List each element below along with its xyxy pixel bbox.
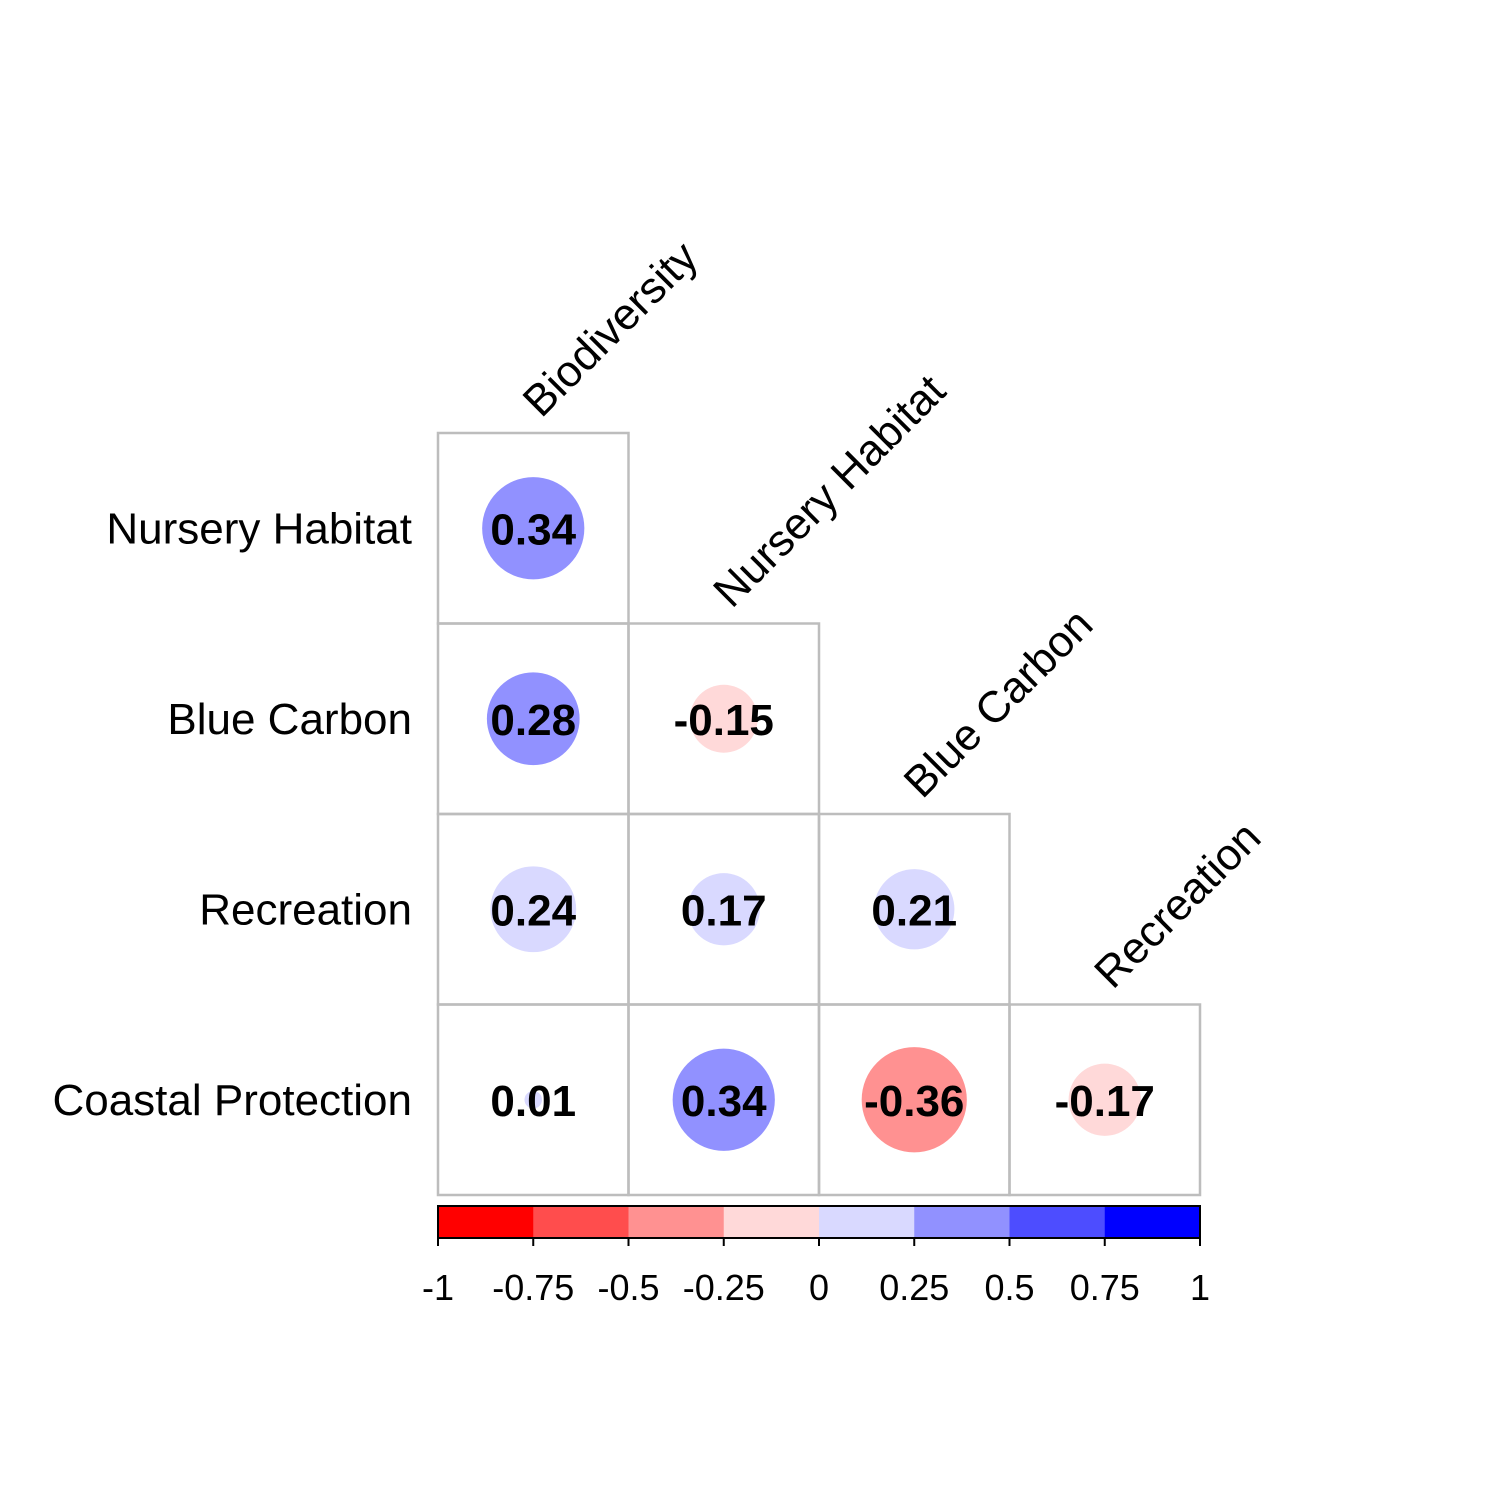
column-label: Blue Carbon <box>895 599 1103 807</box>
correlation-circle <box>524 1090 543 1109</box>
colorbar-tick-label: 0.75 <box>1070 1267 1140 1308</box>
colorbar-bin <box>819 1206 915 1238</box>
correlation-circle <box>861 1047 967 1153</box>
column-label: Recreation <box>1085 812 1270 997</box>
colorbar-tick-label: -0.25 <box>683 1267 765 1308</box>
row-label: Nursery Habitat <box>106 504 412 553</box>
column-label: Nursery Habitat <box>704 366 955 617</box>
cell-value-label: 0.01 <box>490 1077 576 1126</box>
colorbar-bin <box>533 1206 629 1238</box>
cell-value-label: 0.34 <box>681 1077 767 1126</box>
row-label: Coastal Protection <box>52 1076 412 1125</box>
cell-value-label: -0.15 <box>674 696 774 745</box>
row-labels: Nursery Habitat Blue Carbon Recreation Coas… <box>52 504 412 1125</box>
cells-layer: 0.34 0.28 -0.15 0.24 0.17 0.21 0.01 0.34 -0.36 -0… <box>436 431 1202 1197</box>
cell-value-label: -0.17 <box>1055 1077 1155 1126</box>
colorbar: -1 -0.75 -0.5 -0.25 0 0.25 0.5 0.75 1 <box>422 1205 1210 1308</box>
correlation-circle <box>672 1048 775 1151</box>
colorbar-bin <box>723 1206 820 1238</box>
colorbar-tick-label: 0.5 <box>984 1267 1034 1308</box>
column-label: Biodiversity <box>514 232 708 426</box>
correlation-circle <box>490 866 577 953</box>
colorbar-bin <box>1009 1206 1106 1238</box>
correlation-circle <box>1068 1063 1141 1136</box>
row-label: Blue Carbon <box>167 695 412 744</box>
cell-border <box>1008 1003 1202 1197</box>
colorbar-tick-label: 0.25 <box>879 1267 949 1308</box>
colorbar-bin <box>1104 1206 1201 1238</box>
correlation-circle <box>482 477 585 580</box>
cell-value-label: 0.17 <box>681 886 767 935</box>
colorbar-tick-label: -1 <box>422 1267 454 1308</box>
colorbar-bin <box>628 1206 725 1238</box>
colorbar-tick-label: 0 <box>809 1267 829 1308</box>
row-label: Recreation <box>199 885 412 934</box>
correlation-circle <box>874 869 955 950</box>
colorbar-tick-label: -0.75 <box>492 1267 574 1308</box>
colorbar-bin <box>914 1206 1010 1238</box>
colorbar-tick-label: -0.5 <box>597 1267 659 1308</box>
correlation-circle <box>687 873 760 946</box>
colorbar-tick-label: 1 <box>1190 1267 1210 1308</box>
cell-value-label: 0.21 <box>871 886 957 935</box>
cell-value-label: -0.36 <box>864 1077 964 1126</box>
correlation-circle <box>689 684 758 753</box>
cell-value-label: 0.28 <box>490 696 576 745</box>
colorbar-bin <box>438 1206 534 1238</box>
correlation-circle <box>486 672 580 766</box>
cell-value-label: 0.24 <box>490 886 576 935</box>
cell-value-label: 0.34 <box>490 505 576 554</box>
